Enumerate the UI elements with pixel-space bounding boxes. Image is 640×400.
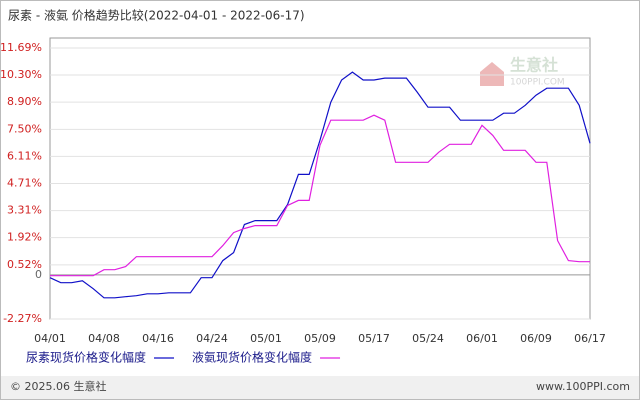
x-tick-label: 04/01	[34, 332, 66, 345]
y-tick-label: 4.71%	[7, 177, 42, 190]
x-tick-label: 05/24	[412, 332, 444, 345]
watermark-name: 生意社	[510, 56, 558, 75]
watermark-site: 100PPI.COM	[510, 78, 565, 88]
footer-copyright: © 2025.06 生意社	[10, 379, 106, 393]
y-tick-label: 6.11%	[7, 149, 42, 162]
x-tick-label: 05/17	[358, 332, 390, 345]
chart-title: 尿素 - 液氨 价格趋势比较(2022-04-01 - 2022-06-17)	[8, 8, 305, 23]
y-tick-label: 10.30%	[0, 68, 42, 81]
series-line	[50, 114, 590, 277]
y-tick-label: 11.69%	[0, 41, 42, 54]
x-tick-label: 05/09	[304, 332, 336, 345]
watermark: 生意社 100PPI.COM	[480, 56, 565, 88]
y-tick-label: 7.50%	[7, 122, 42, 135]
y-tick-label: 1.92%	[7, 231, 42, 244]
x-tick-label: 04/16	[142, 332, 174, 345]
x-tick-label: 04/08	[88, 332, 120, 345]
y-tick-label: 0	[35, 268, 42, 281]
watermark-logo	[480, 62, 504, 86]
y-tick-label: 3.31%	[7, 204, 42, 217]
footer-site: www.100PPI.com	[536, 380, 630, 393]
x-tick-label: 05/01	[250, 332, 282, 345]
y-tick-label: 8.90%	[7, 95, 42, 108]
x-tick-label: 04/24	[196, 332, 228, 345]
series-line	[49, 71, 591, 299]
x-tick-label: 06/17	[574, 332, 606, 345]
footer-bar	[1, 376, 639, 399]
legend-label: 尿素现货价格变化幅度	[26, 350, 146, 365]
y-tick-label: -2.27%	[3, 312, 42, 325]
x-tick-label: 06/01	[466, 332, 498, 345]
legend-label: 液氨现货价格变化幅度	[192, 350, 312, 365]
x-tick-label: 06/09	[520, 332, 552, 345]
y-tick-label: 0.52%	[7, 258, 42, 271]
